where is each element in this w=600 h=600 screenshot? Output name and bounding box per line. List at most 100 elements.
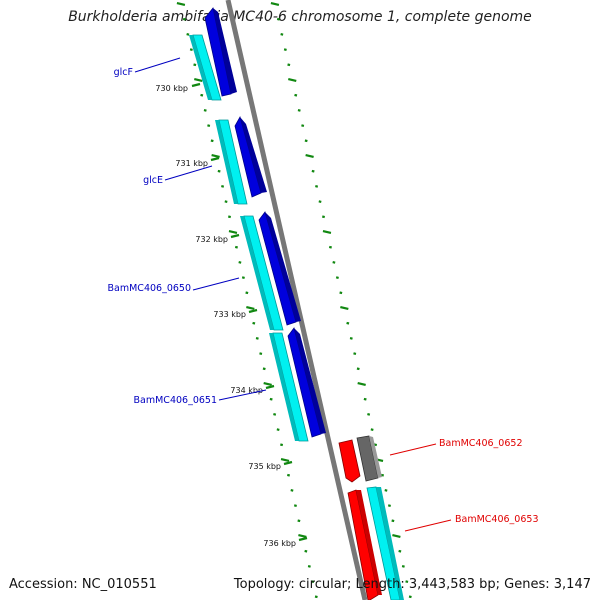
tick-mark — [200, 93, 204, 97]
tick-mark — [283, 48, 287, 51]
gene-label: glcE — [143, 175, 163, 186]
tick-mark — [221, 185, 225, 188]
cds-glcF-edge — [213, 8, 237, 94]
tick-mark — [259, 352, 263, 355]
orf-0650-shade — [240, 216, 274, 330]
tick-mark — [339, 291, 343, 295]
major-tick-mark — [283, 460, 293, 466]
tick-mark — [363, 397, 367, 401]
gene-label: BamMC406_0653 — [455, 514, 538, 525]
tick-mark — [322, 229, 332, 235]
tick-label: 733 kbp — [213, 310, 246, 319]
inner-tick-track — [176, 1, 318, 599]
map-title: Burkholderia ambifaria MC40-6 chromosome… — [68, 9, 532, 25]
gene-label: BamMC406_0650 — [108, 283, 191, 294]
orf-0653-shade — [376, 487, 404, 600]
tick-mark — [311, 169, 315, 173]
cds-0653 — [347, 489, 379, 600]
orf-glcF-shade — [189, 35, 212, 100]
tick-mark — [297, 109, 301, 112]
tick-mark — [276, 428, 280, 431]
tick-mark — [349, 337, 353, 340]
tick-mark — [301, 124, 305, 127]
orf-glcE-shade — [215, 120, 238, 204]
tick-mark — [384, 489, 388, 492]
tick-mark — [246, 305, 255, 311]
gene-labels: glcF glcE BamMC406_0650 BamMC406_0651 Ba… — [108, 67, 539, 525]
orf-glcF — [192, 34, 222, 101]
cds-glcE-edge — [240, 117, 267, 193]
tick-mark — [176, 1, 186, 7]
tick-mark — [286, 473, 291, 477]
tick-mark — [346, 321, 350, 325]
tick-mark — [293, 504, 297, 507]
tick-mark — [304, 549, 308, 553]
tick-mark — [217, 169, 221, 173]
tick-mark — [391, 519, 395, 523]
cds-0651-edge — [294, 328, 326, 434]
tick-mark — [311, 580, 315, 583]
cds-0653-shade — [356, 490, 382, 595]
leader-0653 — [404, 519, 452, 532]
tick-mark — [387, 504, 391, 507]
major-tick-mark — [210, 156, 220, 162]
tick-mark — [298, 533, 307, 539]
tick-mark — [398, 549, 402, 553]
tick-mark — [356, 367, 360, 371]
tick-mark — [280, 457, 290, 463]
tick-label: 730 kbp — [155, 84, 188, 93]
cds-0650-edge — [265, 212, 301, 322]
tick-mark — [290, 489, 294, 492]
major-tick-mark — [265, 384, 275, 390]
leader-0652 — [389, 443, 437, 456]
major-tick-mark — [248, 308, 258, 314]
tick-mark — [228, 229, 238, 235]
tick-mark — [241, 276, 245, 279]
tick-mark — [357, 381, 366, 387]
tick-label: 735 kbp — [248, 462, 281, 471]
tick-mark — [280, 33, 284, 36]
gene-leaders — [134, 57, 452, 532]
tick-mark — [193, 63, 197, 67]
tick-mark — [405, 580, 409, 583]
tick-label: 732 kbp — [195, 235, 228, 244]
leader-glcE — [164, 165, 213, 181]
tick-mark — [392, 533, 401, 539]
tick-mark — [314, 595, 318, 599]
leader-glcF — [134, 57, 181, 73]
tick-mark — [186, 33, 190, 36]
reverse-features — [338, 435, 404, 600]
leader-0651 — [218, 389, 267, 401]
tick-mark — [401, 565, 405, 568]
outer-tick-track — [270, 1, 412, 599]
tick-labels: 730 kbp 731 kbp 732 kbp 733 kbp 734 kbp 735 k… — [155, 82, 308, 548]
tick-mark — [194, 77, 203, 83]
tick-mark — [332, 261, 336, 264]
tick-mark — [353, 352, 357, 355]
tick-mark — [255, 337, 259, 340]
tick-mark — [270, 1, 280, 7]
tick-mark — [252, 321, 256, 325]
leader-0650 — [192, 277, 240, 291]
tick-mark — [276, 17, 280, 21]
forward-features — [189, 7, 326, 442]
gene-label: BamMC406_0652 — [439, 438, 522, 449]
orf-glcE — [218, 119, 248, 205]
tick-mark — [245, 291, 249, 295]
tick-mark — [335, 276, 339, 279]
tick-mark — [305, 153, 314, 159]
backbone-line — [225, 0, 368, 600]
orf-0652-edge — [369, 436, 382, 478]
tick-mark — [315, 185, 319, 188]
tick-mark — [207, 124, 211, 127]
tick-mark — [297, 519, 301, 523]
major-tick-mark — [230, 233, 240, 239]
major-tick-mark — [298, 536, 308, 542]
orf-0653 — [366, 486, 401, 600]
gene-label: BamMC406_0651 — [134, 395, 217, 406]
cds-0652 — [338, 439, 361, 483]
tick-mark — [340, 305, 349, 311]
gene-label: glcF — [114, 67, 133, 78]
tick-mark — [238, 261, 242, 264]
